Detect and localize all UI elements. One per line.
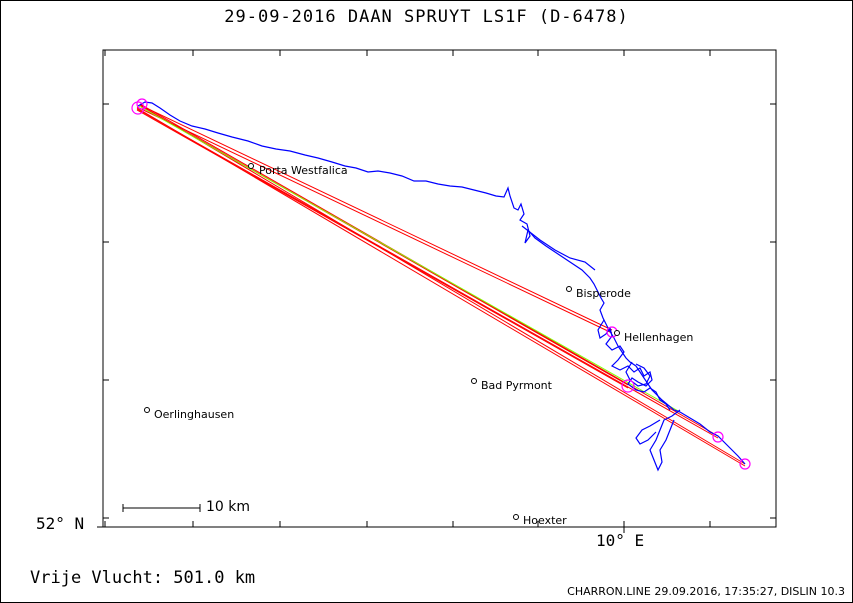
task-leg [139,104,613,331]
place-label-bad-pyrmont: Bad Pyrmont [481,379,552,392]
turnpoint-circle [621,379,635,393]
scale-label: 10 km [206,499,251,515]
flight-distance-label: Vrije Vlucht: 501.0 km [30,568,256,588]
page-title: 29-09-2016 DAAN SPRUYT LS1F (D-6478) [224,7,629,27]
longitude-label: 10° E [596,531,645,550]
turnpoint-circle [136,98,148,110]
axis-ticks [97,50,776,533]
task-leg [140,105,629,386]
place-marker [513,514,519,520]
place-label-oerlinghausen: Oerlinghausen [154,408,235,421]
latitude-label: 52° N [36,514,85,533]
scale-bar [122,504,201,512]
place-marker [471,378,477,384]
optimized-line [138,105,681,413]
place-marker [144,407,150,413]
place-marker [248,163,254,169]
plot-frame [102,49,777,528]
turnpoint-circle [739,458,751,470]
flight-track [137,101,746,472]
place-label-porta-westfalica: Porta Westfalica [259,164,348,177]
task-leg [136,109,629,389]
place-label-hoexter: Hoexter [523,514,567,527]
task-leg [139,104,746,465]
place-label-hellenhagen: Hellenhagen [624,331,694,344]
turnpoint-circle [712,431,724,443]
software-info: CHARRON.LINE 29.09.2016, 17:35:27, DISLI… [567,585,845,598]
task-leg [136,108,719,439]
place-markers [144,163,620,520]
task-leg [136,106,613,334]
place-label-bisperode: Bisperode [576,287,631,300]
place-marker [566,286,572,292]
turnpoint-circles [131,98,751,470]
place-marker [614,330,620,336]
